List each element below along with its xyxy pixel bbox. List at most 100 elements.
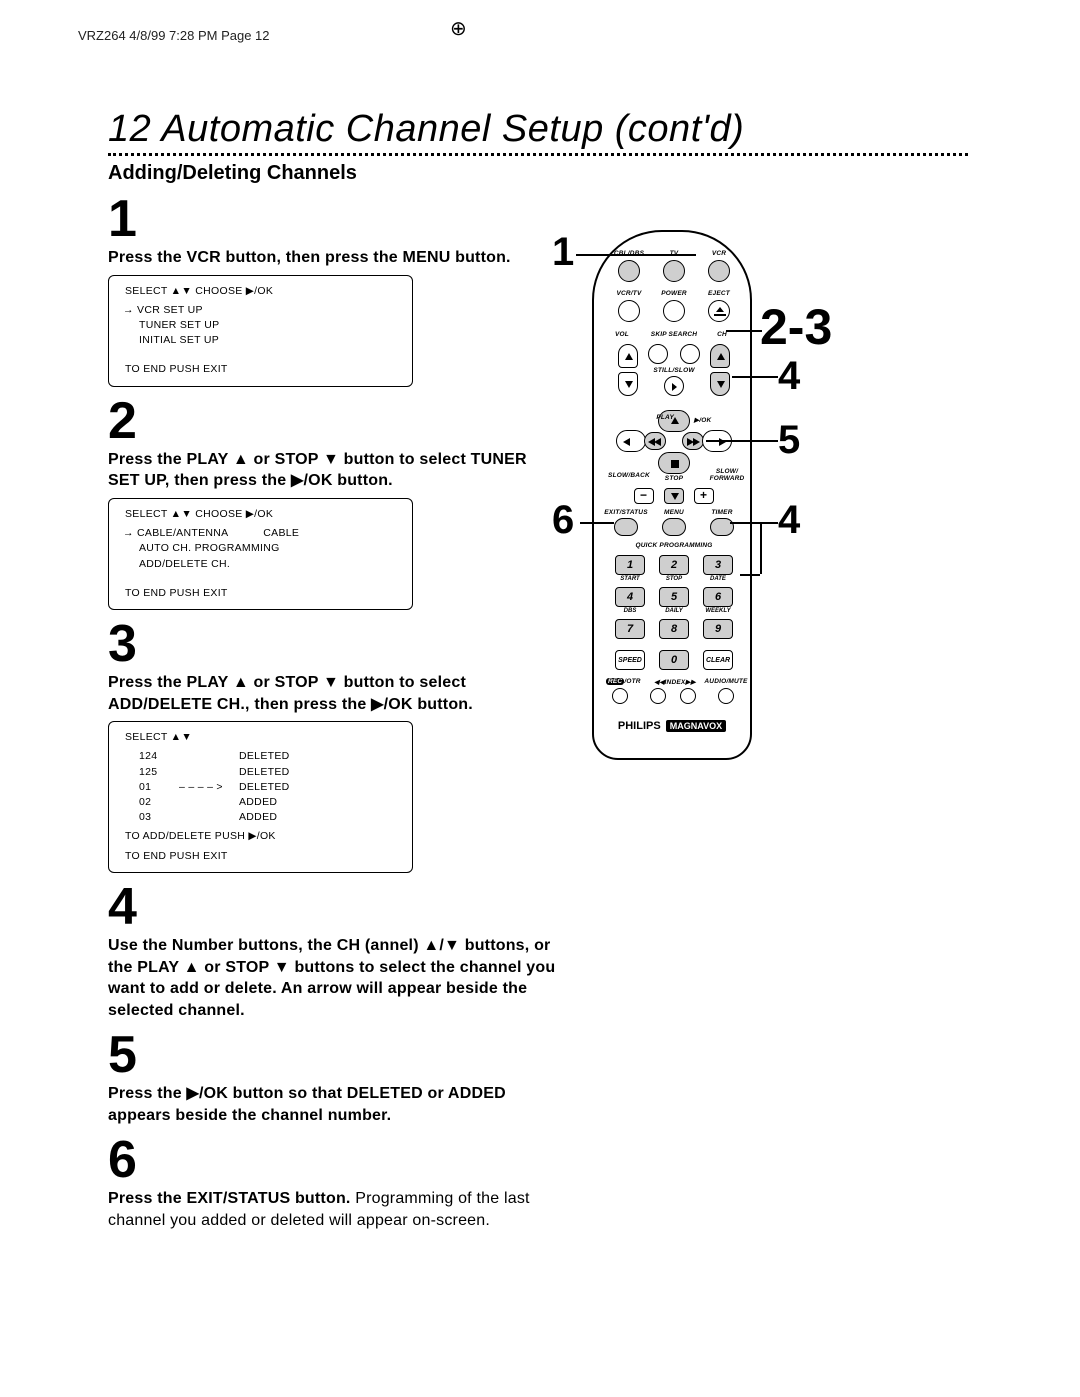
power-button[interactable]	[663, 300, 685, 322]
ch-up-button[interactable]	[710, 344, 730, 368]
callout-line	[576, 254, 696, 256]
num-5-button[interactable]: 5	[659, 587, 689, 607]
clear-button[interactable]: CLEAR	[703, 650, 733, 670]
num-9-button[interactable]: 9	[703, 619, 733, 639]
label: EXIT/STATUS	[600, 509, 652, 516]
step-bold: Press the EXIT/STATUS button.	[108, 1190, 351, 1207]
vol-up-button[interactable]	[618, 344, 638, 368]
step-number: 3	[108, 618, 558, 670]
callout-line	[706, 440, 778, 442]
label: DBS	[615, 608, 645, 614]
cbl-dbs-button[interactable]	[618, 260, 640, 282]
menu-button[interactable]	[662, 518, 686, 536]
ch-cell: 01	[139, 780, 179, 795]
step-number: 2	[108, 395, 558, 447]
minus-icon: −	[640, 488, 647, 502]
page-title: 12Automatic Channel Setup (cont'd)	[108, 108, 968, 151]
vol-down-button[interactable]	[618, 372, 638, 396]
label: MENU	[658, 509, 690, 516]
stop-button[interactable]	[658, 452, 690, 474]
index-back-button[interactable]	[650, 688, 666, 704]
index-fwd-button[interactable]	[680, 688, 696, 704]
ff2-button[interactable]	[682, 432, 704, 450]
osd-footer: TO END PUSH EXIT	[125, 362, 402, 377]
label: DATE	[703, 576, 733, 582]
osd-screen: SELECT ▲▼ 124DELETED 125DELETED 01– – – …	[108, 721, 413, 873]
label: SKIP SEARCH	[640, 331, 708, 338]
vcr-button[interactable]	[708, 260, 730, 282]
num-4-button[interactable]: 4	[615, 587, 645, 607]
label: STOP	[659, 576, 689, 582]
callout-line	[732, 376, 778, 378]
label: AUDIO/MUTE	[702, 678, 750, 685]
callout-5: 5	[778, 418, 800, 463]
osd-items: VCR SET UP TUNER SET UP INITIAL SET UP	[139, 303, 402, 349]
ch-down-button[interactable]	[710, 372, 730, 396]
plus-button[interactable]: +	[694, 488, 714, 504]
step-text: Use the Number buttons, the CH (annel) ▲…	[108, 935, 558, 1021]
osd-screen: SELECT ▲▼ CHOOSE ▶/OK CABLE/ANTENNA CABL…	[108, 498, 413, 610]
num-8-button[interactable]: 8	[659, 619, 689, 639]
num-0-button[interactable]: 0	[659, 650, 689, 670]
osd-header: SELECT ▲▼	[125, 730, 402, 745]
step-text: Press the PLAY ▲ or STOP ▼ button to sel…	[108, 672, 558, 715]
num-1-button[interactable]: 1	[615, 555, 645, 575]
still-slow-button[interactable]	[664, 376, 684, 396]
rew-button[interactable]	[616, 430, 646, 452]
speed-button[interactable]: SPEED	[615, 650, 645, 670]
label: EJECT	[702, 290, 736, 297]
ch-cell: 02	[139, 795, 179, 810]
tv-button[interactable]	[663, 260, 685, 282]
number-pad: 1 2 3 4 5 6 7 8 9	[615, 555, 733, 639]
page-title-text: Automatic Channel Setup (cont'd)	[161, 108, 744, 150]
rec-button[interactable]	[612, 688, 628, 704]
num-3-button[interactable]: 3	[703, 555, 733, 575]
vcrtv-button[interactable]	[618, 300, 640, 322]
ch-cell: 125	[139, 765, 179, 780]
num-6-button[interactable]: 6	[703, 587, 733, 607]
print-header: VRZ264 4/8/99 7:28 PM Page 12	[78, 28, 270, 43]
osd-item: INITIAL SET UP	[139, 333, 402, 348]
eject-button[interactable]	[708, 300, 730, 322]
num-2-button[interactable]: 2	[659, 555, 689, 575]
osd-screen: SELECT ▲▼ CHOOSE ▶/OK VCR SET UP TUNER S…	[108, 275, 413, 387]
down-arrow-button[interactable]	[664, 488, 684, 504]
label: START	[615, 576, 645, 582]
exit-status-button[interactable]	[614, 518, 638, 536]
osd-item: VCR SET UP	[139, 303, 402, 318]
rew2-button[interactable]	[644, 432, 666, 450]
remote-illustration: CBL/DBS TV VCR VCR/TV POWER EJECT VOL CH…	[592, 230, 752, 760]
label: CH	[712, 331, 732, 338]
osd-footer: TO END PUSH EXIT	[125, 586, 402, 601]
osd-footer: TO ADD/DELETE PUSH ▶/OK	[125, 829, 402, 844]
timer-button[interactable]	[710, 518, 734, 536]
section-subhead: Adding/Deleting Channels	[108, 162, 968, 185]
brand-text: PHILIPS	[618, 720, 661, 732]
label: PLAY	[654, 414, 674, 421]
num-7-button[interactable]: 7	[615, 619, 645, 639]
osd-item: TUNER SET UP	[139, 318, 402, 333]
skip-fwd-button[interactable]	[680, 344, 700, 364]
callout-6: 6	[552, 498, 574, 543]
osd-item: CABLE/ANTENNA CABLE	[139, 526, 402, 541]
brand: PHILIPS MAGNAVOX	[594, 720, 750, 732]
audio-mute-button[interactable]	[718, 688, 734, 704]
label: SLOW/BACK	[604, 472, 654, 479]
step-number: 5	[108, 1029, 558, 1081]
step-number: 6	[108, 1134, 558, 1186]
label: ◀◀INDEX▶▶	[650, 678, 700, 686]
brand-sub: MAGNAVOX	[666, 720, 726, 732]
sel-cell	[179, 765, 239, 780]
label: VOL	[612, 331, 632, 338]
rec-badge: REC	[606, 678, 624, 685]
label: POWER	[656, 290, 692, 297]
step-text: Press the ▶/OK button so that DELETED or…	[108, 1083, 558, 1126]
label: STILL/SLOW	[648, 367, 700, 374]
label: WEEKLY	[703, 608, 733, 614]
skip-back-button[interactable]	[648, 344, 668, 364]
ch-cell: 03	[139, 810, 179, 825]
minus-button[interactable]: −	[634, 488, 654, 504]
osd-item: ADD/DELETE CH.	[139, 557, 402, 572]
osd-footer: TO END PUSH EXIT	[125, 849, 402, 864]
status-cell: DELETED	[239, 765, 290, 780]
